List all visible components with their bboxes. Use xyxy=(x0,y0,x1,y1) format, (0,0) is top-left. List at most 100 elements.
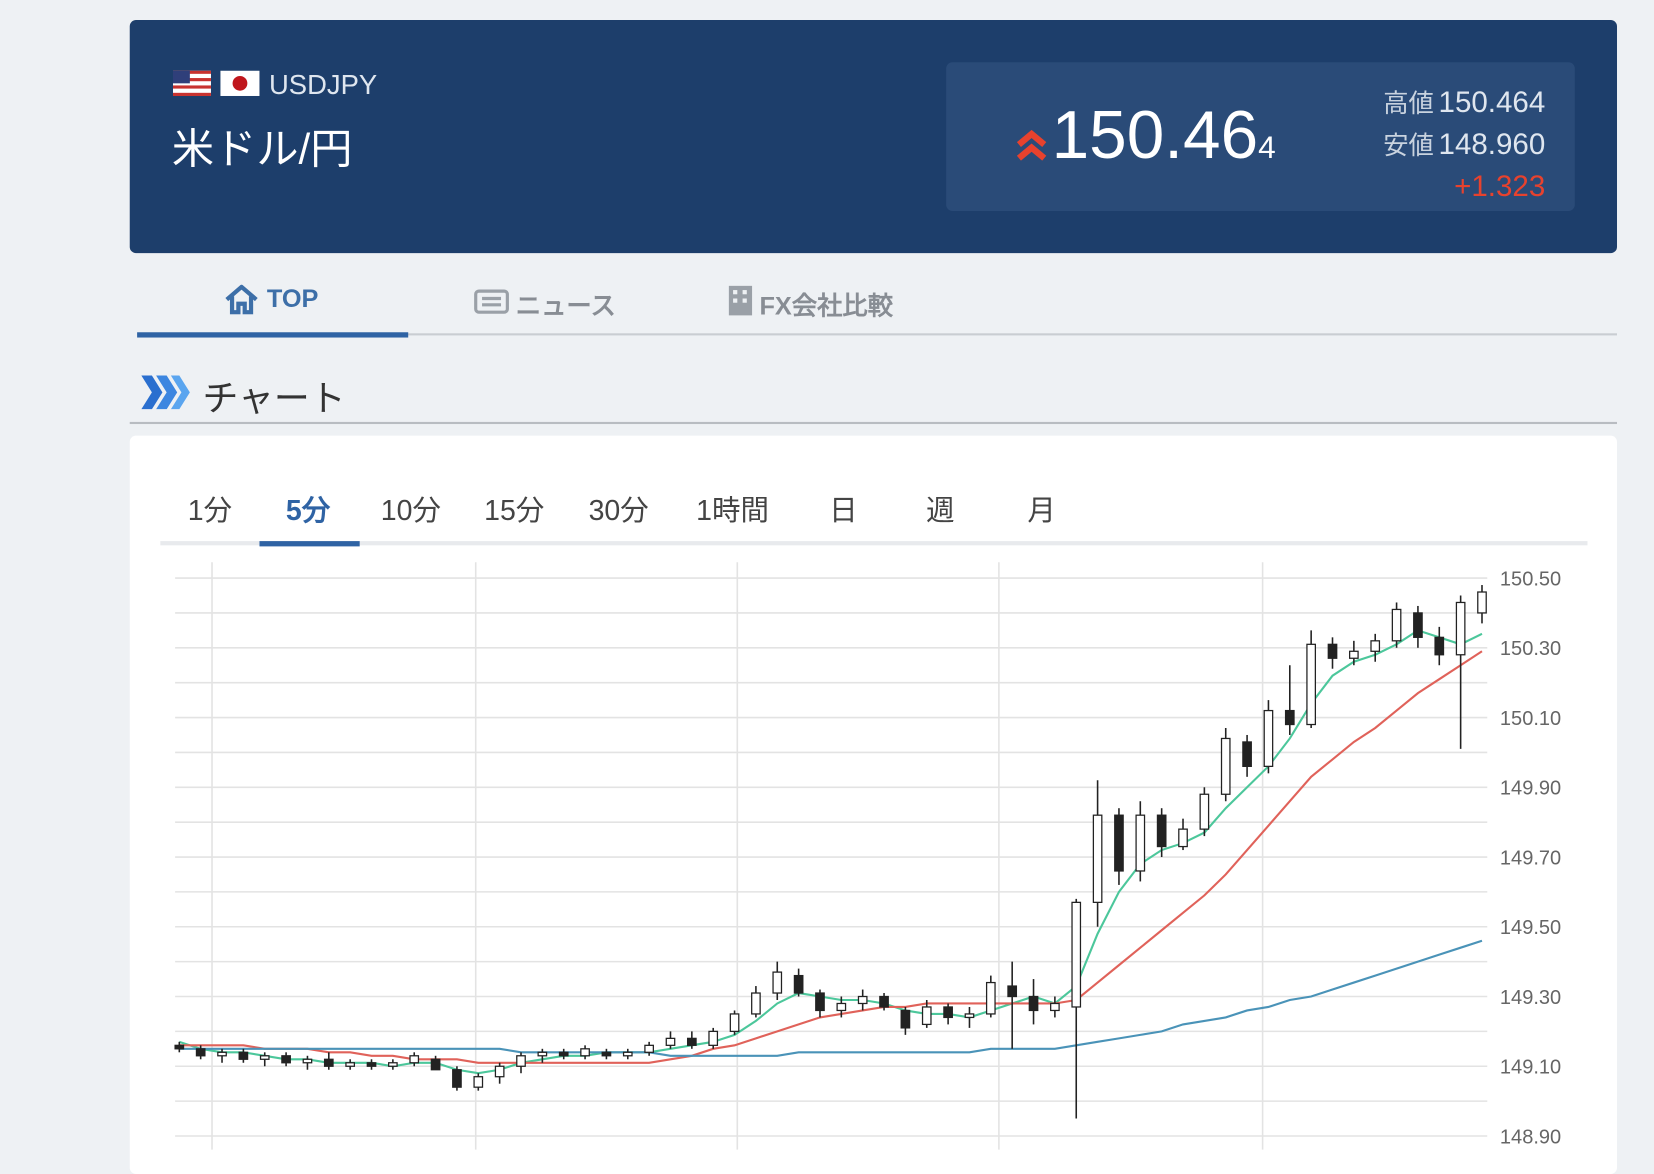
candle-body xyxy=(409,1055,420,1064)
candle-body xyxy=(281,1055,291,1064)
candle-body xyxy=(473,1076,484,1088)
y-tick-label: 149.70 xyxy=(1500,847,1561,869)
timeframe-tab[interactable]: 日 xyxy=(829,494,858,527)
low-label: 安値 xyxy=(1383,131,1434,161)
timeframe-tab[interactable]: 10分 xyxy=(380,494,441,527)
candle-body xyxy=(857,995,868,1005)
candle-body xyxy=(1370,640,1381,652)
price-pip: 4 xyxy=(1258,130,1276,166)
candle-body xyxy=(1434,636,1445,656)
candle-body xyxy=(238,1051,249,1060)
y-tick-label: 149.50 xyxy=(1500,917,1561,939)
candle-body xyxy=(921,1006,932,1026)
timeframe-tab[interactable]: 1時間 xyxy=(696,494,769,527)
candle-body xyxy=(772,971,783,994)
candle-body xyxy=(836,1002,847,1012)
candle-body xyxy=(388,1062,398,1067)
section-title: チャート xyxy=(202,378,346,419)
candle-body xyxy=(302,1058,313,1064)
price: 150.464 xyxy=(1052,96,1276,174)
candle-body xyxy=(985,981,996,1015)
news-icon xyxy=(474,289,509,314)
y-tick-label: 149.90 xyxy=(1500,778,1561,800)
timeframe-active-underline xyxy=(259,541,360,547)
candle-body xyxy=(452,1069,462,1088)
candle-body xyxy=(259,1055,270,1060)
candle-body xyxy=(964,1013,975,1019)
candle-body xyxy=(1327,643,1338,659)
moving-average-line xyxy=(179,939,1483,1057)
candle-body xyxy=(1477,591,1487,614)
range-stats: 高値 150.464 安値 148.960 +1.323 xyxy=(1383,83,1545,210)
timeframe-tab[interactable]: 5分 xyxy=(285,494,331,527)
nav-divider xyxy=(137,333,1618,336)
timeframe-tab[interactable]: 15分 xyxy=(484,494,545,527)
candle-body xyxy=(793,974,804,994)
candle-body xyxy=(1263,709,1274,767)
candle-body xyxy=(580,1048,590,1057)
ticker-header: USDJPY 米ドル/円 150.464 高値 150.464 安値 148.9… xyxy=(129,20,1618,254)
candle-body xyxy=(1349,650,1359,659)
candle-body xyxy=(1050,1002,1060,1012)
up-arrow-icon xyxy=(1016,129,1047,161)
candle-body xyxy=(1007,985,1018,998)
y-tick-label: 149.10 xyxy=(1500,1057,1561,1079)
building-icon xyxy=(728,285,753,316)
candle-body xyxy=(1391,608,1402,642)
page: USDJPY 米ドル/円 150.464 高値 150.464 安値 148.9… xyxy=(129,20,1618,1174)
price-main: 150.46 xyxy=(1051,97,1259,173)
candle-body xyxy=(1135,814,1146,872)
candle-body xyxy=(1114,814,1124,872)
candle-body xyxy=(1092,814,1103,903)
nav-tab[interactable]: ニュース xyxy=(515,292,616,321)
nav-tab-active[interactable]: TOP xyxy=(266,284,319,314)
timeframe-tab[interactable]: 1分 xyxy=(187,494,233,527)
symbol: USDJPY xyxy=(268,68,378,101)
change: +1.323 xyxy=(1454,169,1546,203)
candle-body xyxy=(366,1062,377,1067)
candle-body xyxy=(729,1013,740,1033)
section-divider xyxy=(129,421,1618,425)
candle-body xyxy=(1242,741,1252,767)
candle-body xyxy=(516,1055,526,1067)
home-icon xyxy=(225,284,258,315)
candle-body xyxy=(815,992,825,1012)
candle-body xyxy=(1199,793,1210,830)
candle-body xyxy=(217,1051,227,1057)
candle-body xyxy=(1178,828,1188,848)
chart-card xyxy=(129,435,1618,1174)
candle-body xyxy=(1156,814,1167,848)
candle-body xyxy=(1220,737,1231,795)
candle-body xyxy=(622,1051,633,1057)
candle-body xyxy=(174,1044,185,1050)
price-box: 150.464 高値 150.464 安値 148.960 +1.323 xyxy=(946,62,1575,211)
candle-body xyxy=(900,1009,911,1029)
candle-body xyxy=(494,1065,505,1078)
low-value: 148.960 xyxy=(1438,127,1546,161)
timeframe-tab[interactable]: 週 xyxy=(926,494,955,527)
candle-body xyxy=(195,1048,206,1057)
candle-body xyxy=(345,1062,356,1067)
high-label: 高値 xyxy=(1383,89,1434,119)
high-value: 150.464 xyxy=(1438,85,1546,119)
candle-body xyxy=(751,992,761,1015)
y-tick-label: 150.50 xyxy=(1500,568,1561,590)
candlestick-chart: 148.90 149.10 149.30 149.50 149.70 149.90 150.… xyxy=(174,562,1561,1150)
candle-body xyxy=(686,1037,697,1046)
candle-body xyxy=(708,1030,719,1046)
timeframe-tab[interactable]: 30分 xyxy=(588,494,649,527)
candle-body xyxy=(558,1051,569,1057)
candle-body xyxy=(879,995,889,1008)
timeframe-divider xyxy=(160,541,1588,546)
candle-body xyxy=(601,1051,612,1057)
candle-body xyxy=(1413,612,1423,638)
candle-body xyxy=(644,1044,654,1053)
nav-tab[interactable]: FX会社比較 xyxy=(759,292,894,321)
moving-average-line xyxy=(179,650,1483,1064)
timeframe-tab[interactable]: 月 xyxy=(1027,494,1056,527)
y-tick-label: 149.30 xyxy=(1500,987,1561,1009)
candle-body xyxy=(323,1058,334,1067)
candle-body xyxy=(1071,901,1082,1008)
nav-active-underline xyxy=(137,332,409,338)
moving-average-line xyxy=(178,629,1483,1075)
